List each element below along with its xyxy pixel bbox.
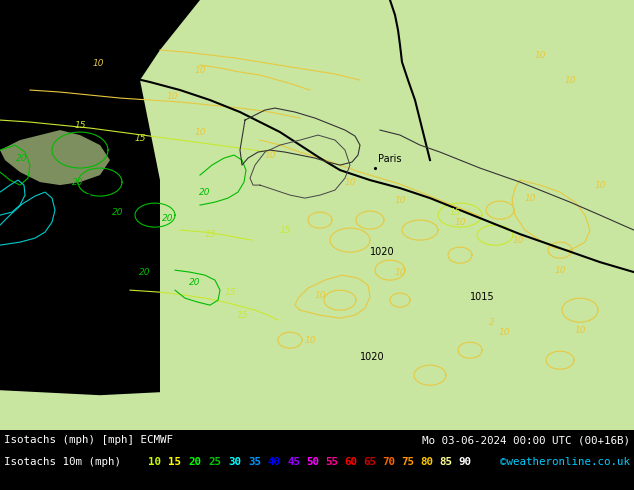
Text: 10: 10 — [554, 266, 566, 274]
Polygon shape — [0, 370, 634, 430]
Text: 20: 20 — [162, 214, 174, 222]
Text: 20: 20 — [112, 208, 124, 217]
Text: 10: 10 — [564, 75, 576, 85]
Text: 1020: 1020 — [370, 247, 394, 257]
Text: Paris: Paris — [378, 154, 401, 164]
Text: 10: 10 — [512, 236, 524, 245]
Text: 15: 15 — [204, 230, 216, 239]
Text: 60: 60 — [344, 457, 357, 467]
Text: Isotachs (mph) [mph] ECMWF: Isotachs (mph) [mph] ECMWF — [4, 435, 173, 445]
Text: 30: 30 — [228, 457, 241, 467]
Text: 80: 80 — [420, 457, 433, 467]
Text: 10: 10 — [304, 336, 316, 344]
Text: 15: 15 — [236, 311, 248, 319]
Text: 10: 10 — [394, 196, 406, 205]
Text: 20: 20 — [139, 268, 151, 277]
Text: ©weatheronline.co.uk: ©weatheronline.co.uk — [500, 457, 630, 467]
Text: 90: 90 — [458, 457, 471, 467]
Text: 1020: 1020 — [360, 352, 385, 362]
Text: 65: 65 — [363, 457, 376, 467]
Text: 10: 10 — [344, 177, 356, 187]
Polygon shape — [255, 0, 340, 30]
Text: 10: 10 — [454, 218, 466, 226]
Text: 75: 75 — [401, 457, 414, 467]
Text: 1015: 1015 — [50, 332, 75, 342]
Text: 10: 10 — [524, 194, 536, 202]
Text: 70: 70 — [382, 457, 395, 467]
Text: 20: 20 — [190, 278, 201, 287]
Ellipse shape — [375, 0, 405, 13]
Text: 10: 10 — [498, 328, 510, 337]
Text: 85: 85 — [439, 457, 452, 467]
Text: 10: 10 — [194, 66, 206, 74]
Text: 20: 20 — [199, 188, 210, 196]
Polygon shape — [0, 350, 320, 430]
Text: 15: 15 — [450, 208, 461, 217]
Text: 50: 50 — [306, 457, 319, 467]
Text: 10: 10 — [314, 291, 326, 300]
Text: 40: 40 — [268, 457, 281, 467]
Text: 20: 20 — [72, 177, 84, 187]
Polygon shape — [340, 0, 634, 150]
Text: 15: 15 — [224, 288, 236, 296]
Text: 10: 10 — [93, 58, 104, 68]
Text: 1015: 1015 — [470, 292, 495, 302]
Text: 1025: 1025 — [68, 194, 93, 204]
Ellipse shape — [477, 9, 503, 21]
Polygon shape — [140, 0, 634, 430]
Polygon shape — [0, 130, 110, 185]
Text: 35: 35 — [248, 457, 261, 467]
Text: Mo 03-06-2024 00:00 UTC (00+16B): Mo 03-06-2024 00:00 UTC (00+16B) — [422, 435, 630, 445]
Text: 15: 15 — [279, 225, 291, 235]
Text: 55: 55 — [325, 457, 338, 467]
Text: 10: 10 — [594, 181, 605, 190]
Text: 2: 2 — [489, 318, 495, 327]
Text: 10: 10 — [534, 50, 546, 59]
Text: 10: 10 — [166, 92, 178, 100]
Text: 15: 15 — [168, 457, 181, 467]
Text: 10: 10 — [264, 150, 276, 160]
Polygon shape — [195, 10, 248, 45]
Polygon shape — [265, 10, 360, 55]
Text: 25: 25 — [208, 457, 221, 467]
Text: 10: 10 — [574, 326, 586, 335]
Text: 45: 45 — [287, 457, 300, 467]
Text: 15: 15 — [74, 121, 86, 129]
Text: 10: 10 — [194, 127, 206, 137]
Text: 10: 10 — [394, 268, 406, 277]
Text: Isotachs 10m (mph): Isotachs 10m (mph) — [4, 457, 121, 467]
Ellipse shape — [535, 320, 625, 380]
Ellipse shape — [545, 43, 565, 57]
Text: 10: 10 — [148, 457, 161, 467]
Text: 20: 20 — [16, 153, 28, 163]
Text: 15: 15 — [134, 134, 146, 143]
Text: 20: 20 — [188, 457, 201, 467]
